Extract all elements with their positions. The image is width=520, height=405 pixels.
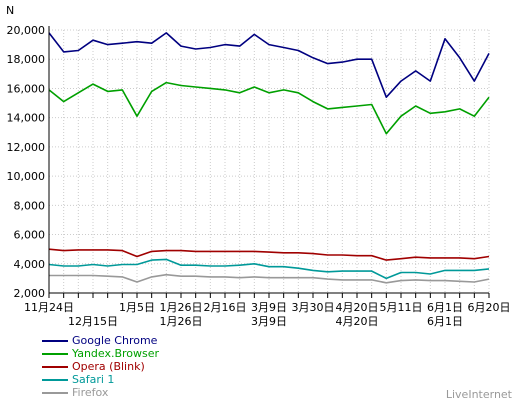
series-lines <box>48 32 490 284</box>
brand-text[interactable]: LiveInternet <box>445 388 512 401</box>
legend-swatch-yandex-browser <box>42 353 68 355</box>
legend-label-firefox: Firefox <box>72 386 109 399</box>
legend-swatch-safari-1 <box>42 379 68 381</box>
legend-swatch-opera-blink <box>42 366 68 368</box>
x-tick-label: 3月9日 <box>251 301 287 314</box>
legend-swatch-google-chrome <box>42 340 68 342</box>
legend-item-opera-blink[interactable]: Opera (Blink) <box>42 360 242 373</box>
legend-label-google-chrome: Google Chrome <box>72 334 158 347</box>
series-line-safari-1 <box>48 258 490 280</box>
y-tick-label: 16,000 <box>7 82 46 95</box>
x-tick-label: 6月1日 <box>427 301 463 314</box>
legend-label-opera-blink: Opera (Blink) <box>72 360 145 373</box>
y-tick-label: 10,000 <box>7 170 46 183</box>
series-line-opera-blink <box>48 248 490 261</box>
legend-swatch-firefox <box>42 392 68 394</box>
legend-item-yandex-browser[interactable]: Yandex.Browser <box>42 347 242 360</box>
legend-item-safari-1[interactable]: Safari 1 <box>42 373 242 386</box>
x-tick-label: 12月15日 <box>68 315 118 328</box>
x-tick-label: 4月20日 <box>336 315 379 328</box>
legend-label-safari-1: Safari 1 <box>72 373 115 386</box>
axes: 2,000 4,000 6,000 8,000 10,000 12,000 14,000 16… <box>7 24 511 328</box>
x-tick-label: 2月16日 <box>204 301 247 314</box>
x-tick-label: 3月9日 <box>251 315 287 328</box>
x-tick-label: 4月20日 <box>336 301 379 314</box>
y-tick-label: 18,000 <box>7 53 46 66</box>
y-tick-label: 8,000 <box>14 199 46 212</box>
x-tick-label: 3月30日 <box>292 301 335 314</box>
x-tick-label: 6月20日 <box>468 301 511 314</box>
x-tick-label: 5月11日 <box>380 301 423 314</box>
series-line-yandex-browser <box>48 81 490 135</box>
legend-label-yandex-browser: Yandex.Browser <box>72 347 160 360</box>
x-tick-label: 1月5日 <box>119 301 155 314</box>
legend-item-google-chrome[interactable]: Google Chrome <box>42 334 242 347</box>
y-tick-label: 2,000 <box>14 287 46 300</box>
x-tick-label: 6月1日 <box>427 315 463 328</box>
y-tick-label: 4,000 <box>14 258 46 271</box>
y-tick-label: 20,000 <box>7 24 46 37</box>
y-tick-label: 12,000 <box>7 141 46 154</box>
x-tick-label: 11月24日 <box>24 301 74 314</box>
series-line-google-chrome <box>48 32 490 98</box>
line-chart: N 2,000 4,000 6,000 8,000 10,000 12,000 14,000… <box>6 4 511 328</box>
grid <box>48 29 490 294</box>
legend: Google Chrome Yandex.Browser Opera (Blin… <box>42 334 242 399</box>
x-tick-label: 1月26日 <box>160 315 203 328</box>
x-tick-label: 1月26日 <box>160 301 203 314</box>
y-tick-label: 6,000 <box>14 229 46 242</box>
legend-item-firefox[interactable]: Firefox <box>42 386 242 399</box>
y-axis-label: N <box>6 4 14 17</box>
series-line-firefox <box>49 273 490 284</box>
y-tick-label: 14,000 <box>7 112 46 125</box>
